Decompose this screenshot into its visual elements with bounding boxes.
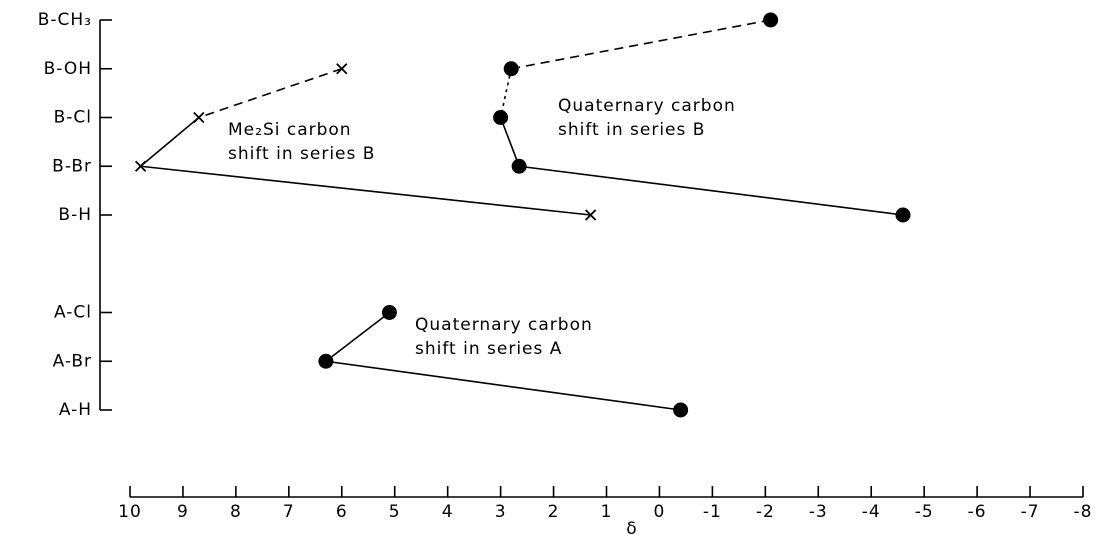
data-point: [584, 209, 597, 221]
x-tick-label: 9: [177, 502, 189, 522]
series-segment: [519, 165, 904, 216]
x-tick-label: -4: [862, 502, 881, 522]
x-tick-label: -2: [756, 502, 775, 522]
y-tick-label: A-Br: [53, 351, 92, 371]
x-tick-label: -1: [703, 502, 722, 522]
x-tick-label: -7: [1021, 502, 1040, 522]
x-tick-label: 3: [495, 502, 507, 522]
data-point: [336, 63, 348, 75]
data-point: [381, 305, 397, 320]
series-label: shift in series A: [415, 339, 562, 359]
y-tick-label: A-Cl: [54, 303, 92, 323]
y-tick-label: B-CH₃: [38, 10, 92, 30]
series-label: Quaternary carbon: [558, 96, 736, 116]
series-label: Me₂Si carbon: [228, 120, 352, 140]
data-point: [511, 158, 527, 174]
x-tick-label: 10: [118, 502, 142, 522]
x-tick-label: -3: [809, 502, 828, 522]
x-tick-label: 0: [654, 502, 666, 522]
x-tick-label: 6: [336, 502, 348, 522]
series-segment: [140, 165, 591, 216]
data-point: [673, 402, 689, 418]
x-tick-label: 8: [230, 502, 242, 522]
series-segment: [499, 117, 520, 167]
x-tick-label: 1: [601, 502, 613, 522]
series-segment: [140, 116, 200, 167]
data-point: [503, 61, 519, 77]
data-point: [895, 207, 911, 223]
x-tick-label: 7: [283, 502, 295, 522]
series-label: Quaternary carbon: [415, 315, 593, 335]
series-label: shift in series B: [228, 144, 375, 164]
series-segment: [499, 68, 512, 118]
data-point: [193, 111, 205, 124]
x-tick-label: 2: [548, 502, 560, 522]
series-label: shift in series B: [558, 120, 705, 140]
y-tick-label: B-OH: [44, 59, 92, 79]
data-point: [134, 160, 147, 172]
series-segment: [325, 311, 390, 362]
x-tick-label: -5: [915, 502, 934, 522]
series-segment: [511, 19, 771, 70]
y-tick-label: A-H: [59, 400, 92, 420]
y-tick-label: B-Br: [52, 156, 92, 176]
series-segment: [198, 67, 343, 119]
data-point: [318, 353, 334, 369]
series-segment: [325, 360, 681, 411]
y-tick-label: B-Cl: [54, 108, 92, 128]
x-tick-label: -8: [1074, 502, 1093, 522]
x-tick-label: 5: [389, 502, 401, 522]
y-tick-label: B-H: [58, 205, 92, 225]
x-axis-label: δ: [626, 519, 637, 539]
data-point: [493, 110, 509, 125]
data-point: [763, 12, 779, 28]
x-tick-label: 4: [442, 502, 454, 522]
x-tick-label: -6: [968, 502, 987, 522]
